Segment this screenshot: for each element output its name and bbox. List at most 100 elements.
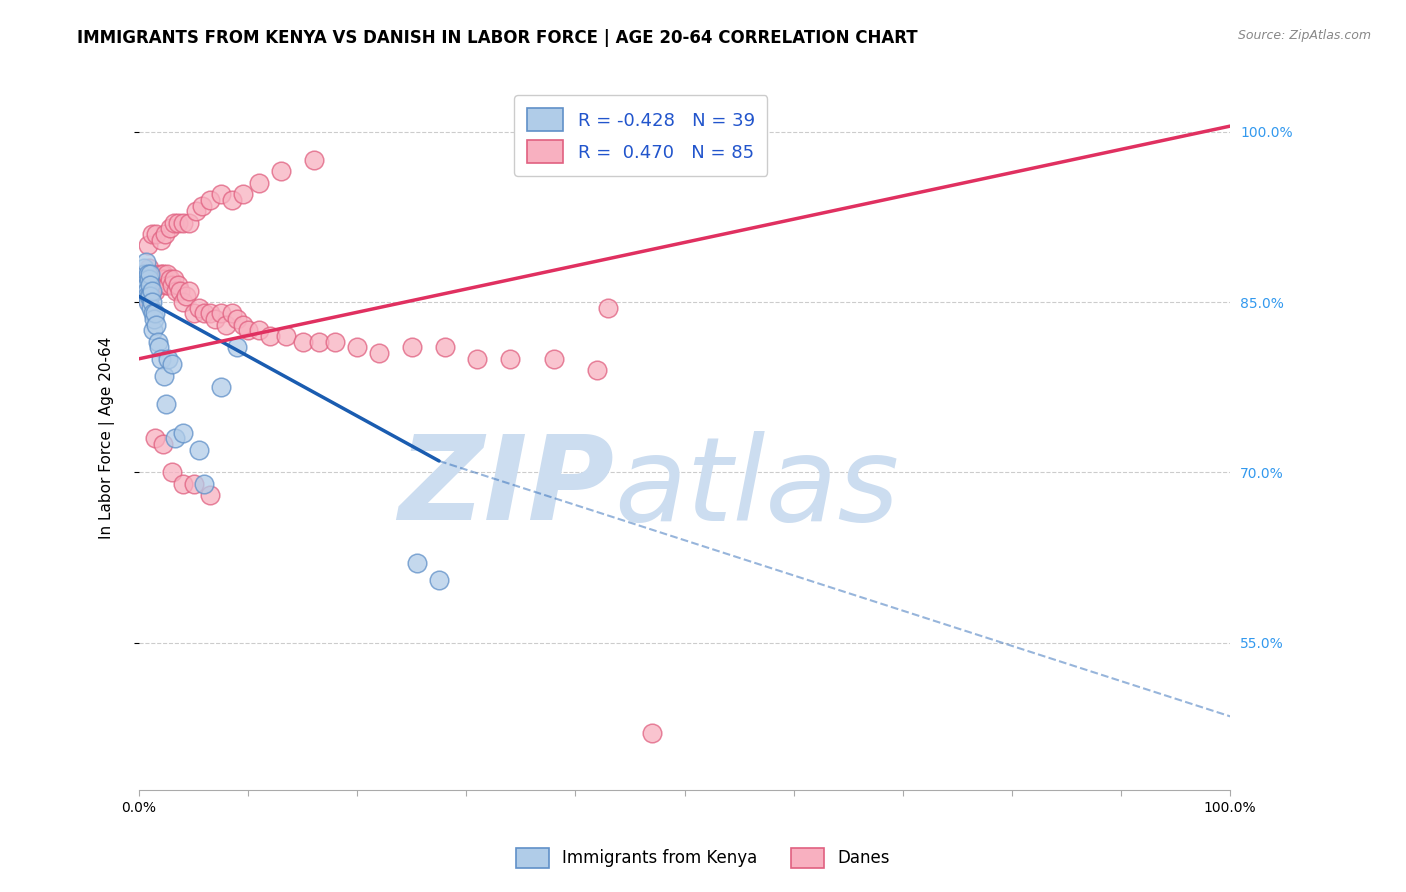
Point (134, 272, 156, 286)
Point (465, 351, 488, 366)
Point (155, 278, 177, 293)
Point (169, 284, 191, 298)
Point (247, 323, 270, 337)
Point (179, 216, 201, 230)
Point (139, 301, 162, 315)
Point (184, 204, 207, 219)
Point (167, 278, 190, 293)
Point (236, 323, 259, 337)
Point (138, 289, 160, 303)
Point (163, 216, 186, 230)
Legend: Immigrants from Kenya, Danes: Immigrants from Kenya, Danes (509, 841, 897, 875)
Point (141, 284, 163, 298)
Point (157, 278, 180, 293)
Point (247, 176, 270, 190)
Point (302, 153, 325, 168)
Point (406, 556, 429, 570)
Point (198, 306, 221, 320)
Point (134, 255, 156, 269)
Point (183, 476, 205, 491)
Point (153, 272, 176, 286)
Point (136, 267, 159, 281)
Point (134, 272, 156, 286)
Point (139, 272, 162, 286)
Point (226, 312, 249, 326)
Point (142, 306, 165, 320)
Point (259, 329, 281, 343)
Point (145, 227, 167, 241)
Point (153, 227, 176, 241)
Point (157, 351, 180, 366)
Point (136, 267, 159, 281)
Point (146, 278, 169, 293)
Point (143, 272, 166, 286)
Point (139, 278, 162, 293)
Point (138, 260, 160, 275)
Point (188, 301, 211, 315)
Point (209, 187, 232, 202)
Text: IMMIGRANTS FROM KENYA VS DANISH IN LABOR FORCE | AGE 20-64 CORRELATION CHART: IMMIGRANTS FROM KENYA VS DANISH IN LABOR… (77, 29, 918, 46)
Point (499, 351, 522, 366)
Point (174, 289, 197, 303)
Y-axis label: In Labor Force | Age 20-64: In Labor Force | Age 20-64 (100, 337, 115, 540)
Point (153, 368, 176, 383)
Point (221, 306, 243, 320)
Point (209, 380, 232, 394)
Point (141, 295, 163, 310)
Point (346, 341, 368, 355)
Text: Source: ZipAtlas.com: Source: ZipAtlas.com (1237, 29, 1371, 42)
Point (134, 267, 156, 281)
Point (152, 437, 174, 451)
Point (148, 341, 170, 355)
Point (139, 278, 162, 293)
Point (142, 323, 165, 337)
Point (172, 216, 194, 230)
Point (163, 272, 186, 286)
Point (160, 278, 183, 293)
Point (276, 329, 298, 343)
Point (586, 363, 609, 377)
Point (188, 442, 211, 457)
Point (204, 312, 226, 326)
Point (159, 272, 181, 286)
Point (139, 289, 162, 303)
Point (270, 164, 292, 178)
Point (148, 272, 170, 286)
Point (136, 238, 159, 252)
Point (131, 272, 153, 286)
Point (221, 193, 243, 207)
Point (172, 425, 194, 440)
Point (152, 267, 174, 281)
Point (598, 301, 620, 315)
Point (172, 476, 194, 491)
Point (172, 295, 194, 310)
Point (139, 267, 162, 281)
Point (138, 272, 160, 286)
Point (156, 267, 179, 281)
Point (135, 284, 157, 298)
Point (193, 306, 215, 320)
Point (143, 284, 166, 298)
Point (543, 351, 565, 366)
Point (135, 278, 157, 293)
Point (226, 341, 249, 355)
Point (232, 187, 254, 202)
Point (145, 318, 167, 332)
Point (142, 267, 165, 281)
Point (139, 267, 162, 281)
Point (146, 334, 169, 349)
Point (427, 573, 450, 587)
Point (141, 284, 163, 298)
Point (215, 318, 238, 332)
Point (145, 272, 167, 286)
Point (149, 272, 172, 286)
Point (159, 221, 181, 235)
Point (143, 306, 166, 320)
Point (136, 295, 159, 310)
Point (193, 476, 215, 491)
Point (132, 278, 155, 293)
Point (167, 216, 190, 230)
Point (209, 306, 232, 320)
Legend: R = -0.428   N = 39, R =  0.470   N = 85: R = -0.428 N = 39, R = 0.470 N = 85 (515, 95, 768, 176)
Point (135, 289, 157, 303)
